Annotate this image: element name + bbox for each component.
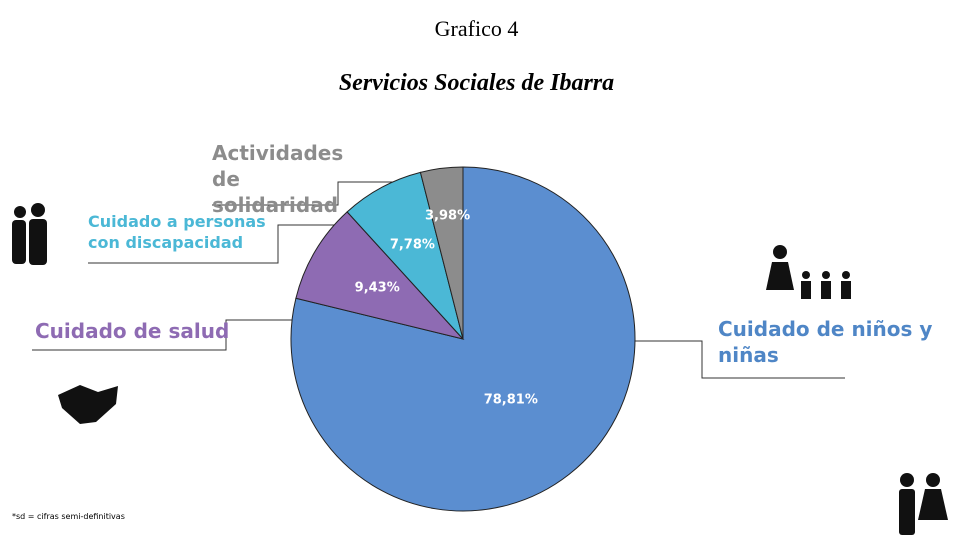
icon [822, 271, 830, 279]
value-label: 78,81% [484, 392, 538, 407]
icon [842, 271, 850, 279]
pie-slice [295, 211, 465, 340]
icon [58, 385, 118, 424]
icon [900, 473, 914, 487]
icon [12, 220, 26, 264]
icon [918, 489, 948, 520]
leader-line [88, 224, 340, 264]
leader-line [32, 319, 292, 351]
leader-line [635, 340, 845, 379]
chart-title: Grafico 4 [434, 16, 519, 41]
icon [766, 262, 794, 290]
footnote: *sd = cifras semi-definitivas [12, 512, 125, 521]
icon [841, 281, 851, 299]
icon [29, 219, 47, 265]
icon [14, 206, 26, 218]
category-label: Cuidado a personas con discapacidad [88, 212, 266, 252]
category-label: Actividades de solidaridad [212, 141, 344, 217]
leader-line [212, 181, 400, 206]
value-label: 3,98% [425, 209, 470, 224]
chart-subtitle: Servicios Sociales de Ibarra [338, 70, 615, 96]
icon [31, 203, 45, 217]
icon [899, 489, 915, 535]
icon [773, 245, 787, 259]
icon [821, 281, 831, 299]
pie-slice [419, 166, 464, 340]
value-label: 9,43% [355, 281, 400, 296]
icon [801, 281, 811, 299]
value-label: 7,78% [390, 238, 435, 253]
pie-slice [290, 166, 636, 512]
category-label: Cuidado de niños y niñas [718, 317, 933, 367]
leader-lines [32, 181, 845, 379]
icon [802, 271, 810, 279]
icon [926, 473, 940, 487]
category-label: Cuidado de salud [35, 319, 230, 343]
icons [12, 203, 948, 535]
